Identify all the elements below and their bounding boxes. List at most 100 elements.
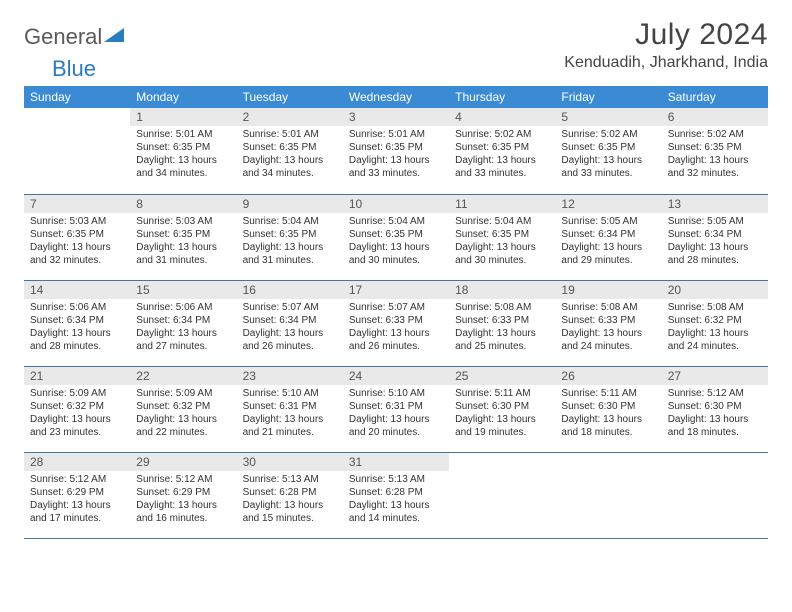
calendar-day-cell: 17Sunrise: 5:07 AMSunset: 6:33 PMDayligh… — [343, 280, 449, 366]
day-details: Sunrise: 5:13 AMSunset: 6:28 PMDaylight:… — [343, 471, 449, 529]
day-detail-line: and 27 minutes. — [136, 340, 230, 353]
day-details: Sunrise: 5:07 AMSunset: 6:34 PMDaylight:… — [237, 299, 343, 357]
calendar-day-cell: 5Sunrise: 5:02 AMSunset: 6:35 PMDaylight… — [555, 108, 661, 194]
day-detail-line: and 16 minutes. — [136, 512, 230, 525]
day-detail-line: Sunset: 6:35 PM — [455, 141, 549, 154]
calendar-day-cell: 13Sunrise: 5:05 AMSunset: 6:34 PMDayligh… — [662, 194, 768, 280]
calendar-day-cell: 9Sunrise: 5:04 AMSunset: 6:35 PMDaylight… — [237, 194, 343, 280]
day-detail-line: Sunrise: 5:10 AM — [349, 387, 443, 400]
calendar-day-cell: 30Sunrise: 5:13 AMSunset: 6:28 PMDayligh… — [237, 452, 343, 538]
calendar-day-cell: 28Sunrise: 5:12 AMSunset: 6:29 PMDayligh… — [24, 452, 130, 538]
calendar-day-cell: 15Sunrise: 5:06 AMSunset: 6:34 PMDayligh… — [130, 280, 236, 366]
day-details: Sunrise: 5:09 AMSunset: 6:32 PMDaylight:… — [130, 385, 236, 443]
day-details: Sunrise: 5:10 AMSunset: 6:31 PMDaylight:… — [237, 385, 343, 443]
day-detail-line: Daylight: 13 hours — [349, 154, 443, 167]
day-number: 5 — [555, 108, 661, 126]
day-details: Sunrise: 5:02 AMSunset: 6:35 PMDaylight:… — [662, 126, 768, 184]
day-detail-line: and 15 minutes. — [243, 512, 337, 525]
day-detail-line: and 25 minutes. — [455, 340, 549, 353]
day-detail-line: Sunset: 6:29 PM — [136, 486, 230, 499]
day-number: 28 — [24, 453, 130, 471]
day-detail-line: Daylight: 13 hours — [243, 413, 337, 426]
calendar-day-cell: 24Sunrise: 5:10 AMSunset: 6:31 PMDayligh… — [343, 366, 449, 452]
day-details: Sunrise: 5:06 AMSunset: 6:34 PMDaylight:… — [24, 299, 130, 357]
day-details: Sunrise: 5:11 AMSunset: 6:30 PMDaylight:… — [449, 385, 555, 443]
day-number: 20 — [662, 281, 768, 299]
day-detail-line: Daylight: 13 hours — [668, 327, 762, 340]
calendar-day-cell: 26Sunrise: 5:11 AMSunset: 6:30 PMDayligh… — [555, 366, 661, 452]
day-detail-line: Sunrise: 5:06 AM — [136, 301, 230, 314]
day-detail-line: Sunrise: 5:11 AM — [455, 387, 549, 400]
day-detail-line: Sunset: 6:34 PM — [136, 314, 230, 327]
day-detail-line: Sunset: 6:33 PM — [455, 314, 549, 327]
day-detail-line: Daylight: 13 hours — [136, 327, 230, 340]
location-label: Kenduadih, Jharkhand, India — [564, 54, 768, 72]
day-detail-line: Daylight: 13 hours — [668, 154, 762, 167]
day-detail-line: Sunrise: 5:07 AM — [349, 301, 443, 314]
weekday-header: Monday — [130, 86, 236, 108]
day-details: Sunrise: 5:08 AMSunset: 6:32 PMDaylight:… — [662, 299, 768, 357]
day-number: 27 — [662, 367, 768, 385]
day-detail-line: Daylight: 13 hours — [561, 154, 655, 167]
day-number: 6 — [662, 108, 768, 126]
calendar-day-cell: 22Sunrise: 5:09 AMSunset: 6:32 PMDayligh… — [130, 366, 236, 452]
day-detail-line: Sunset: 6:32 PM — [30, 400, 124, 413]
day-number: 22 — [130, 367, 236, 385]
calendar-day-cell: 11Sunrise: 5:04 AMSunset: 6:35 PMDayligh… — [449, 194, 555, 280]
weekday-header: Thursday — [449, 86, 555, 108]
day-detail-line: Sunset: 6:35 PM — [668, 141, 762, 154]
weekday-header-row: Sunday Monday Tuesday Wednesday Thursday… — [24, 86, 768, 108]
day-detail-line: and 32 minutes. — [668, 167, 762, 180]
day-number: 26 — [555, 367, 661, 385]
day-detail-line: Sunset: 6:32 PM — [136, 400, 230, 413]
day-detail-line: Daylight: 13 hours — [668, 413, 762, 426]
day-detail-line: and 19 minutes. — [455, 426, 549, 439]
day-number: 2 — [237, 108, 343, 126]
calendar-day-cell — [449, 452, 555, 538]
day-details: Sunrise: 5:11 AMSunset: 6:30 PMDaylight:… — [555, 385, 661, 443]
day-detail-line: Daylight: 13 hours — [455, 241, 549, 254]
day-details: Sunrise: 5:13 AMSunset: 6:28 PMDaylight:… — [237, 471, 343, 529]
day-detail-line: Daylight: 13 hours — [455, 327, 549, 340]
calendar-day-cell: 10Sunrise: 5:04 AMSunset: 6:35 PMDayligh… — [343, 194, 449, 280]
day-details: Sunrise: 5:04 AMSunset: 6:35 PMDaylight:… — [343, 213, 449, 271]
day-detail-line: and 34 minutes. — [243, 167, 337, 180]
day-detail-line: and 30 minutes. — [349, 254, 443, 267]
day-detail-line: Daylight: 13 hours — [561, 241, 655, 254]
day-detail-line: Daylight: 13 hours — [349, 499, 443, 512]
day-detail-line: and 26 minutes. — [349, 340, 443, 353]
day-detail-line: Sunset: 6:35 PM — [455, 228, 549, 241]
calendar-day-cell: 14Sunrise: 5:06 AMSunset: 6:34 PMDayligh… — [24, 280, 130, 366]
calendar-week-row: 14Sunrise: 5:06 AMSunset: 6:34 PMDayligh… — [24, 280, 768, 366]
day-detail-line: Daylight: 13 hours — [30, 241, 124, 254]
day-detail-line: Sunrise: 5:05 AM — [561, 215, 655, 228]
day-detail-line: Sunset: 6:35 PM — [30, 228, 124, 241]
calendar-day-cell: 6Sunrise: 5:02 AMSunset: 6:35 PMDaylight… — [662, 108, 768, 194]
day-detail-line: Daylight: 13 hours — [349, 241, 443, 254]
day-detail-line: Daylight: 13 hours — [349, 327, 443, 340]
day-detail-line: Sunset: 6:35 PM — [136, 141, 230, 154]
day-detail-line: Daylight: 13 hours — [136, 413, 230, 426]
calendar-day-cell: 27Sunrise: 5:12 AMSunset: 6:30 PMDayligh… — [662, 366, 768, 452]
calendar-day-cell: 21Sunrise: 5:09 AMSunset: 6:32 PMDayligh… — [24, 366, 130, 452]
day-number — [449, 453, 555, 471]
day-details: Sunrise: 5:05 AMSunset: 6:34 PMDaylight:… — [555, 213, 661, 271]
day-details: Sunrise: 5:04 AMSunset: 6:35 PMDaylight:… — [449, 213, 555, 271]
calendar-week-row: 21Sunrise: 5:09 AMSunset: 6:32 PMDayligh… — [24, 366, 768, 452]
calendar-day-cell: 8Sunrise: 5:03 AMSunset: 6:35 PMDaylight… — [130, 194, 236, 280]
day-details: Sunrise: 5:05 AMSunset: 6:34 PMDaylight:… — [662, 213, 768, 271]
day-detail-line: Sunrise: 5:06 AM — [30, 301, 124, 314]
calendar-day-cell: 31Sunrise: 5:13 AMSunset: 6:28 PMDayligh… — [343, 452, 449, 538]
day-number: 7 — [24, 195, 130, 213]
title-block: July 2024 Kenduadih, Jharkhand, India — [564, 18, 768, 72]
calendar-week-row: 1Sunrise: 5:01 AMSunset: 6:35 PMDaylight… — [24, 108, 768, 194]
day-detail-line: Sunrise: 5:10 AM — [243, 387, 337, 400]
day-detail-line: Daylight: 13 hours — [30, 327, 124, 340]
day-details: Sunrise: 5:01 AMSunset: 6:35 PMDaylight:… — [130, 126, 236, 184]
day-details: Sunrise: 5:12 AMSunset: 6:29 PMDaylight:… — [24, 471, 130, 529]
day-detail-line: and 33 minutes. — [349, 167, 443, 180]
calendar-day-cell: 12Sunrise: 5:05 AMSunset: 6:34 PMDayligh… — [555, 194, 661, 280]
day-detail-line: Sunrise: 5:03 AM — [30, 215, 124, 228]
brand-part1: General — [24, 24, 102, 50]
day-detail-line: and 28 minutes. — [668, 254, 762, 267]
